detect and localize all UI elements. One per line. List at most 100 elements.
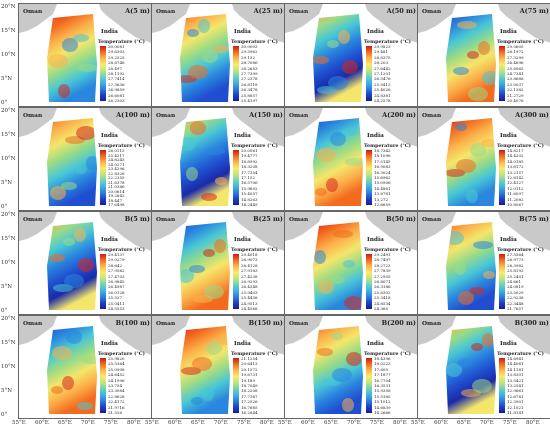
legend-tick: 13.8781	[374, 191, 391, 197]
map-canvas	[19, 4, 153, 106]
panel-label: A(5 m)	[125, 7, 150, 15]
legend-tick: 22.4172	[108, 399, 125, 405]
india-label: India	[101, 133, 118, 139]
legend-title: Temperature (°C)	[98, 351, 145, 357]
legend-tick: 18.447	[108, 197, 122, 203]
legend-title: Temperature (°C)	[98, 247, 145, 253]
legend-tick: 24.2578	[374, 98, 391, 103]
legend-tick: 14.6941	[507, 356, 524, 361]
oman-landmass	[152, 316, 190, 345]
map-canvas	[285, 108, 419, 210]
legend-tick: 24.661	[507, 279, 521, 284]
color-bar	[100, 358, 106, 413]
temperature-blob	[316, 148, 336, 162]
temperature-blob	[48, 54, 68, 68]
temperature-blob	[76, 126, 96, 140]
color-legend: Temperature (°C) 30.0003 29.5962 29.152 28.7…	[231, 39, 286, 105]
temperature-blob	[338, 30, 350, 44]
legend-tick: 30.0003	[241, 44, 258, 49]
legend-tick: 24.4568	[241, 306, 258, 311]
legend-title: Temperature (°C)	[364, 247, 411, 253]
legend-tick: 24.1996	[108, 377, 125, 383]
legend-tick: 26.6081	[108, 92, 125, 98]
color-bar	[100, 150, 106, 205]
map-canvas	[152, 212, 286, 314]
legend-tick: 13.272	[374, 196, 388, 202]
legend-tick: 24.365	[374, 306, 388, 311]
legend-tick: 25.527	[108, 295, 122, 301]
legend-title: Temperature (°C)	[497, 351, 544, 357]
legend-tick: 21.1254	[241, 356, 258, 361]
legend-tick: 19.4777	[241, 153, 258, 159]
legend-title: Temperature (°C)	[364, 351, 411, 357]
temperature-blob	[64, 274, 84, 288]
legend-tick: 11.8141	[507, 410, 524, 415]
longitude-tick: 75°E	[503, 420, 517, 426]
legend-tick: 28.8746	[108, 60, 125, 66]
legend-tick: 24.8534	[374, 300, 391, 306]
temperature-blob	[467, 51, 479, 59]
legend-title: Temperature (°C)	[364, 143, 411, 149]
india-landmass	[99, 108, 153, 148]
india-label: India	[367, 133, 384, 139]
temperature-blob	[330, 132, 346, 146]
temperature-blob	[61, 182, 77, 190]
legend-tick: 28.8375	[374, 54, 391, 60]
panel-label: A(25 m)	[253, 7, 283, 15]
legend-tick: 30.0081	[108, 44, 125, 49]
temperature-blob	[481, 139, 496, 147]
legend-tick: 27.2378	[241, 76, 258, 82]
legend-title: Temperature (°C)	[231, 351, 278, 357]
oman-landmass	[418, 4, 456, 33]
legend-tick: 14.8263	[241, 196, 258, 202]
oman-landmass	[152, 4, 190, 33]
panel-label: B(5 m)	[124, 215, 150, 223]
temperature-blob	[346, 352, 362, 366]
oman-landmass	[152, 108, 190, 137]
temperature-blob	[75, 166, 87, 174]
oman-label: Oman	[156, 321, 176, 327]
legend-tick: 17.7367	[241, 393, 258, 399]
legend-tick: 28.7086	[241, 60, 258, 66]
latitude-tick: 15°N	[1, 132, 16, 138]
longitude-tick: 70°E	[214, 420, 228, 426]
legend-tick: 21.526	[108, 410, 122, 415]
temperature-blob	[186, 167, 198, 181]
legend-tick: 29.152	[241, 54, 255, 60]
legend-tick: 10.8067	[507, 202, 524, 207]
legend-tick: 29.0279	[108, 257, 125, 263]
legend-tick: 29.2491	[374, 252, 391, 257]
color-bar	[233, 254, 239, 309]
panel-label: A(75 m)	[519, 7, 549, 15]
color-legend: Temperature (°C) 29.4137 29.0279 28.642 27.9…	[98, 247, 153, 313]
legend-tick: 17.152	[241, 175, 255, 180]
legend-tick: 24.0271	[108, 161, 125, 167]
color-bar	[366, 254, 372, 309]
legend-tick: 15.9358	[374, 388, 391, 394]
oman-label: Oman	[23, 9, 43, 15]
temperature-blob	[343, 260, 355, 268]
legend-tick: 17.605	[374, 366, 388, 372]
map-canvas	[285, 316, 419, 418]
legend-tick: 17.1877	[374, 372, 391, 378]
legend-title: Temperature (°C)	[98, 39, 145, 45]
color-legend: Temperature (°C) 29.0605 28.1972 27.3299 26.…	[497, 39, 550, 105]
legend-tick: 23.3084	[108, 388, 125, 394]
legend-tick: 28.4128	[241, 262, 258, 268]
color-bar	[233, 46, 239, 101]
oman-landmass	[19, 316, 57, 345]
legend-tick: 29.4018	[241, 252, 258, 257]
color-bar	[499, 150, 505, 205]
legend-tick: 29.0605	[507, 44, 524, 49]
map-panel: A(100 m) Oman India Temperature (°C) 26.0115…	[18, 107, 154, 211]
longitude-tick: 65°E	[191, 420, 205, 426]
longitude-tick: 70°E	[81, 420, 95, 426]
panel-label: B(25 m)	[253, 215, 283, 223]
map-canvas	[418, 4, 550, 106]
temperature-blob	[66, 330, 82, 344]
map-panel: A(5 m) Oman India Temperature (°C) 30.0081 29…	[18, 3, 154, 107]
map-panel: B(150 m) Oman India Temperature (°C) 21.1254…	[151, 315, 287, 419]
legend-tick: 25.9820	[108, 356, 125, 361]
temperature-blob	[483, 271, 495, 279]
map-panel: B(25 m) Oman India Temperature (°C) 29.4018 2…	[151, 211, 287, 315]
